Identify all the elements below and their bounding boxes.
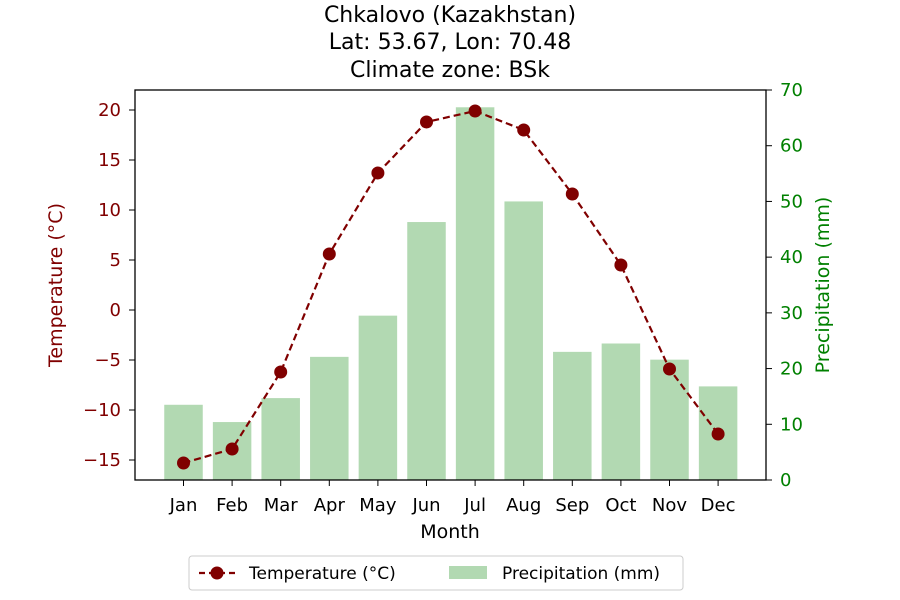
temperature-point-jan	[177, 456, 190, 470]
precipitation-bar-nov	[650, 359, 689, 480]
precipitation-tick-label: 0	[780, 470, 791, 491]
temperature-point-jul	[468, 104, 482, 118]
precipitation-tick-label: 50	[780, 191, 803, 212]
precipitation-tick-label: 40	[780, 247, 803, 268]
x-axis: Jan Feb Mar Apr May Jun Jul Aug Sep Oct Nov Dec	[169, 480, 736, 516]
temperature-tick-label: −10	[83, 400, 121, 421]
precipitation-tick-label: 70	[780, 80, 803, 101]
precipitation-bar-jun	[407, 222, 446, 481]
precipitation-bar-may	[358, 315, 398, 480]
x-axis-label: Month	[420, 521, 480, 543]
temperature-point-apr	[322, 247, 336, 261]
x-tick-label: Jun	[411, 495, 440, 516]
precipitation-tick-label: 30	[780, 303, 803, 324]
title-line-3: Climate zone: BSk	[350, 58, 550, 83]
chart-title: Chkalovo (Kazakhstan) Lat: 53.67, Lon: 7…	[324, 3, 576, 83]
x-tick-label: Mar	[264, 495, 299, 516]
precipitation-tick-label: 60	[780, 136, 803, 157]
temperature-point-feb	[225, 442, 239, 456]
precipitation-bar-sep	[553, 351, 592, 480]
x-tick-label: Nov	[652, 495, 687, 516]
temperature-tick-label: 0	[110, 300, 121, 321]
precipitation-bar-jul	[455, 107, 495, 481]
temperature-point-may	[371, 166, 385, 180]
title-line-1: Chkalovo (Kazakhstan)	[324, 3, 576, 28]
precipitation-bar-oct	[601, 343, 641, 480]
plot-frame	[134, 89, 767, 481]
precipitation-bar-mar	[261, 398, 300, 480]
temperature-axis: −15 −10 −5 0 5 10 15 20	[83, 100, 135, 471]
temperature-axis-label: Temperature (°C)	[45, 203, 67, 368]
temperature-tick-label: 5	[110, 250, 121, 271]
temperature-point-sep	[565, 187, 579, 201]
x-tick-label: Jul	[463, 495, 486, 516]
x-tick-label: Aug	[506, 495, 541, 516]
temperature-line	[183, 109, 719, 465]
temperature-point-dec	[711, 427, 725, 441]
temperature-series	[177, 104, 725, 470]
temperature-point-nov	[663, 362, 676, 376]
title-line-2: Lat: 53.67, Lon: 70.48	[329, 30, 571, 55]
x-tick-label: Oct	[605, 495, 636, 516]
precipitation-tick-label: 10	[780, 414, 803, 435]
precipitation-bar-apr	[310, 356, 349, 480]
legend-precipitation-swatch	[449, 566, 487, 579]
precipitation-bars	[164, 107, 738, 481]
legend-precipitation-label: Precipitation (mm)	[502, 564, 660, 584]
x-tick-label: Apr	[314, 495, 346, 516]
x-tick-label: Sep	[555, 495, 589, 516]
x-tick-label: Dec	[701, 495, 736, 516]
precipitation-axis: 0 10 20 30 40 50 60 70	[766, 80, 803, 491]
legend-box	[188, 555, 684, 591]
legend-temperature-label: Temperature (°C)	[248, 564, 396, 584]
temperature-tick-label: 15	[98, 150, 121, 171]
temperature-point-mar	[274, 365, 288, 379]
legend-temperature-marker	[210, 566, 224, 580]
temperature-point-aug	[517, 123, 531, 137]
legend: Temperature (°C) Precipitation (mm)	[188, 555, 684, 591]
temperature-tick-label: 10	[98, 200, 121, 221]
temperature-tick-label: −15	[83, 450, 121, 471]
precipitation-axis-label: Precipitation (mm)	[812, 197, 834, 374]
temperature-tick-label: 20	[98, 100, 121, 121]
temperature-point-jun	[420, 115, 433, 129]
temperature-point-oct	[614, 258, 628, 272]
x-tick-label: Jan	[169, 495, 198, 516]
x-tick-label: Feb	[216, 495, 248, 516]
x-tick-label: May	[359, 495, 397, 516]
temperature-tick-label: −5	[94, 350, 121, 371]
precipitation-bar-aug	[504, 201, 543, 480]
precipitation-tick-label: 20	[780, 359, 803, 380]
